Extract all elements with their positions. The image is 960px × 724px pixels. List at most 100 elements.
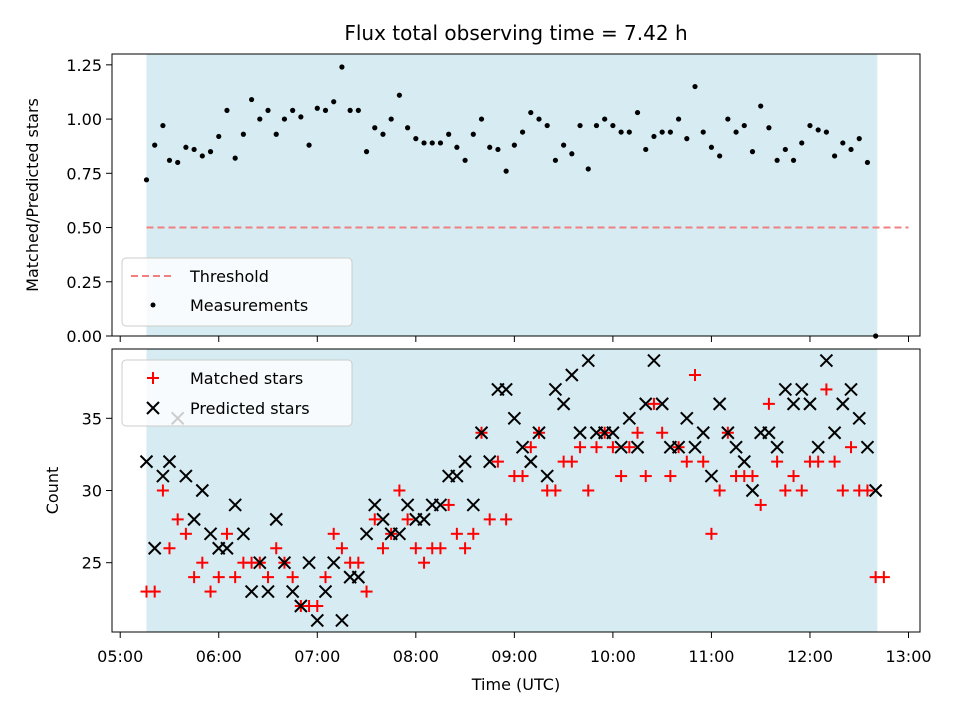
measurements-point [692,83,698,90]
ratio-panel-y-axis-title: Matched/Predicted stars [23,98,42,292]
matched-stars-point [664,470,677,483]
predicted-stars-point [737,454,751,469]
measurements-point [815,127,821,133]
predicted-stars-point [795,382,809,397]
measurements-point [766,125,772,131]
measurements-point [306,142,312,148]
predicted-stars-point [417,512,431,527]
matched-stars-point [376,542,389,555]
predicted-stars-point [836,397,850,411]
y-tick-label: 35 [82,409,102,428]
count-panel-legend: Matched stars Predicted stars [121,359,353,427]
x-tick-label: 05:00 [97,647,143,666]
measurements-point [708,144,715,150]
count-legend-box [121,359,353,427]
measurements-point [314,105,320,111]
predicted-stars-point [647,353,661,368]
predicted-stars-point [318,584,333,599]
predicted-stars-point [819,353,834,368]
measurements-point [643,146,649,153]
matched-stars-point [590,441,603,454]
matched-stars-point [836,484,849,497]
measurements-point [216,133,222,140]
predicted-stars-point [195,483,210,498]
measurements-point [749,149,756,155]
predicted-stars-point [655,397,669,411]
matched-stars-point [286,571,299,584]
predicted-stars-point [786,397,801,411]
measurements-point [183,144,189,150]
matched-stars-point [319,571,332,584]
ratio-panel: 0.00 0.25 0.50 0.75 1.00 1.25 Matched/Predict… [23,53,921,346]
measurements-point [240,131,246,137]
matched-stars-point [689,368,702,381]
predicted-stars-point [671,440,686,454]
measurements-point [552,157,559,163]
predicted-stars-point [392,527,407,541]
predicted-stars-point [302,555,316,570]
measurements-point [421,140,427,146]
predicted-stars-point [721,426,735,440]
measurements-point [651,133,657,140]
predicted-stars-point [565,368,579,382]
matched-stars-point [565,455,578,468]
measurements-point [175,159,181,166]
predicted-stars-point [179,469,193,483]
matched-stars-point [697,455,710,468]
predicted-stars-point [483,454,497,469]
predicted-legend-swatch [146,401,160,415]
measurements-point [152,142,158,148]
predicted-stars-point [261,584,275,599]
x-tick-label: 07:00 [294,647,340,666]
matched-stars-point [335,542,348,555]
predicted-stars-point [868,483,883,498]
matched-stars-point [795,484,808,497]
predicted-stars-point [187,512,201,527]
predicted-stars-point [696,426,710,440]
measurements-point [290,107,296,113]
predicted-stars-point [762,426,776,440]
ratio-legend-box [121,257,353,327]
ratio-panel-marks [143,64,879,339]
predicted-stars-point [359,527,374,541]
matched-stars-point [812,455,825,468]
predicted-stars-point [156,469,170,483]
matched-stars-point [861,484,874,497]
count-panel: 25 30 35 05:00 06:00 07:00 08:00 09:00 10:00 11:0… [43,348,932,666]
measurements-point [725,116,731,122]
predicted-stars-point [573,426,587,440]
measurements-point [832,153,838,159]
measurements-point [388,116,394,122]
measurements-point [331,99,337,105]
y-tick-label: 0.25 [66,273,102,292]
measurements-point [372,125,378,131]
measurements-point [823,129,829,135]
measurements-point [569,151,575,157]
matched-stars-point [179,527,192,540]
measurements-point [593,122,600,129]
predicted-stars-point [712,397,727,411]
matched-stars-point [418,556,431,569]
matched-stars-point [196,556,209,569]
measurements-point [273,131,279,137]
measurements-point [758,103,764,109]
matched-stars-point [171,513,184,526]
measurements-point [840,140,846,146]
y-tick-label: 30 [82,482,102,501]
measurements-point [355,107,361,113]
measurements-point [807,122,813,129]
measurements-point [561,142,567,148]
measurements-point [347,107,353,113]
predicted-stars-point [581,353,595,368]
measurements-point [380,131,386,137]
matched-stars-point [491,455,504,468]
predicted-stars-point [474,426,489,440]
predicted-stars-point [327,555,341,570]
matched-stars-point [270,542,283,555]
matched-stars-point [500,513,513,526]
measurements-legend-label: Measurements [190,296,308,315]
matched-stars-point [787,470,800,483]
measurements-point [659,129,665,135]
predicted-stars-point [458,454,472,469]
matched-legend-swatch [147,372,159,384]
